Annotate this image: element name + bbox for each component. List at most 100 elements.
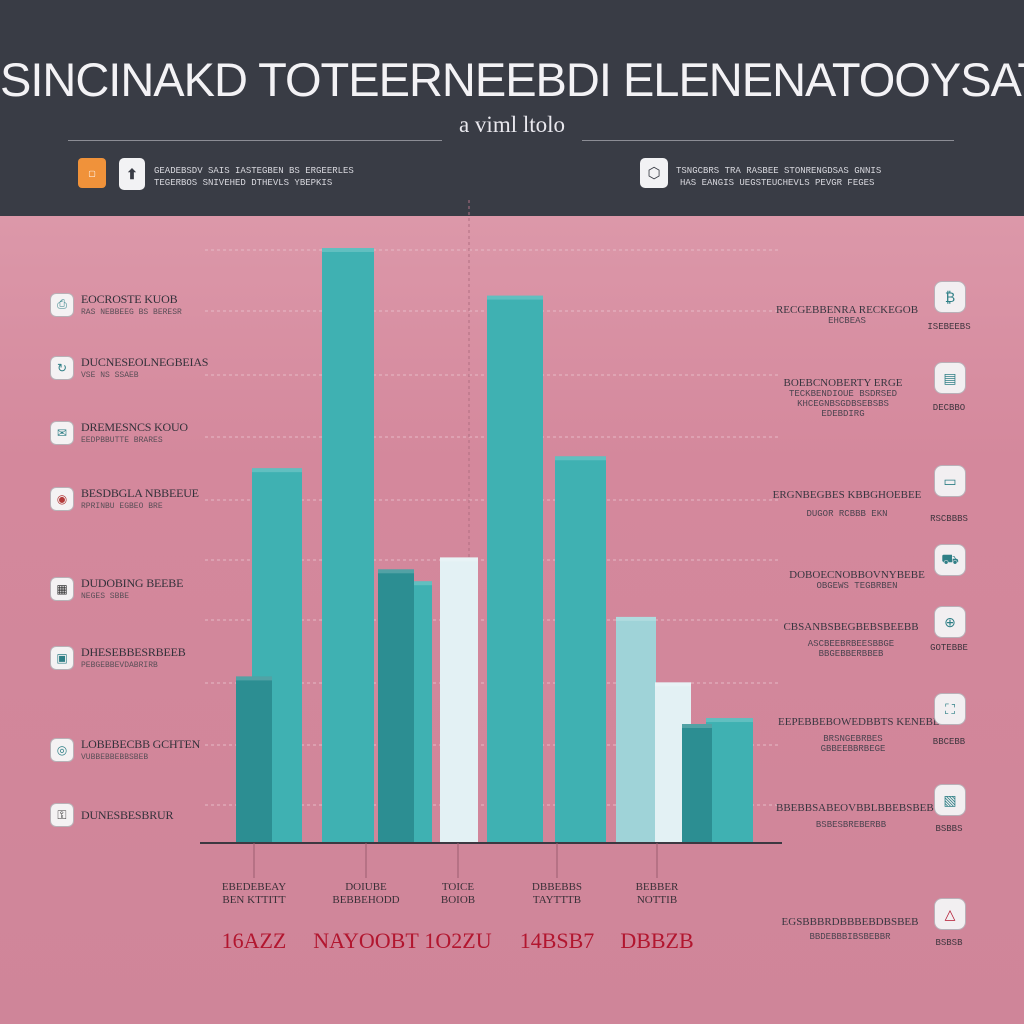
- bar: [706, 718, 753, 843]
- left-legend-sub: NEGES SBBE: [81, 592, 130, 601]
- left-legend-item: ⚿ DUNESBESBRUR: [50, 803, 173, 827]
- right-legend-sub: BBDEBBBIBSBEBBR: [809, 932, 891, 942]
- tick-label: TAYTTTB: [533, 894, 581, 906]
- right-legend-sub: DUGOR RCBBB EKN: [806, 509, 888, 519]
- left-legend-label: DUDOBING BEEBE: [81, 576, 184, 590]
- bar-top-highlight: [616, 616, 656, 621]
- bar: [322, 248, 374, 843]
- right-legend-caption: BSBBS: [935, 824, 963, 834]
- bar-top-highlight: [236, 676, 272, 681]
- header-right-line-2: HAS EANGIS UEGSTEUCHEVLS PEVGR FEGES: [680, 178, 875, 188]
- left-legend-item: ◉ BESDBGLA NBBEEUE RPRINBU EGBEO BRE: [50, 486, 199, 511]
- bar: [378, 569, 414, 843]
- bar-top-highlight: [252, 468, 302, 473]
- bar-top-highlight: [322, 248, 374, 252]
- right-legend-item: EEPEBBEBOWEDBBTS KENEBB BRSNGEBRBES GBBE…: [778, 716, 941, 754]
- bar: [616, 616, 656, 843]
- tick-label: BOIOB: [441, 894, 475, 906]
- right-legend-sub: TECKBENDIOUE BSDRSED: [788, 389, 898, 399]
- right-legend-sub: GBBEEBBRBEGE: [820, 744, 886, 754]
- left-legend-sub: RAS NEBBEEG BS BERESR: [81, 308, 182, 317]
- tick-label: DBBEBBS: [532, 881, 582, 893]
- right-legend-item: BOEBCNOBERTY ERGE TECKBENDIOUE BSDRSED K…: [768, 377, 918, 419]
- data-label: 1O2ZU: [424, 928, 491, 953]
- lock-icon: ⚿: [50, 803, 74, 827]
- right-legend-label: BBEBBSABEOVBBLBBEBSBEB: [776, 802, 934, 814]
- left-legend-item: ⎙ EOCROSTE KUOB RAS NEBBEEG BS BERESR: [50, 292, 182, 317]
- data-label: NAYOOBT: [313, 928, 419, 953]
- right-legend-item: BBEBBSABEOVBBLBBEBSBEB BSBESBREBERBB: [776, 802, 934, 830]
- right-legend-item: DOBOECNOBBOVNYBEBE OBGEWS TEGBRBEN: [782, 569, 932, 591]
- printer-icon: ⎙: [50, 292, 74, 317]
- cart-icon: ⛟: [934, 544, 966, 576]
- right-legend-item: CBSANBSBEGBEBSBEEBB ASCBEEBRBEESBBGE BBG…: [776, 621, 926, 659]
- page-subtitle: a viml ltolo: [458, 112, 566, 137]
- header-bar: SINCINAKD TOTEERNEEBDI ELENENATOOYSATTLI…: [0, 0, 1024, 216]
- right-legend-item: ERGNBEGBES KBBGHOEBEE DUGOR RCBBB EKN: [772, 489, 922, 519]
- right-legend-sub: EHCBEAS: [828, 316, 866, 326]
- target-icon: ◎: [50, 737, 74, 762]
- chat-icon: ✉: [50, 420, 74, 445]
- bar: [487, 295, 543, 844]
- right-legend-sub: ASCBEEBRBEESBBGE: [807, 639, 895, 649]
- left-legend-item: ▣ DHESEBBESRBEEB PEBGEBBEVDABRIRB: [50, 645, 186, 670]
- left-legend-sub: RPRINBU EGBEO BRE: [81, 502, 163, 511]
- left-legend-sub: VSE NS SSAEB: [81, 371, 139, 380]
- right-legend-caption: ISEBEEBS: [927, 322, 971, 332]
- right-legend-label: DOBOECNOBBOVNYBEBE: [789, 569, 925, 581]
- tick-label: BEN KTTITT: [222, 894, 286, 906]
- bar-top-highlight: [378, 569, 414, 574]
- bar-top-highlight: [706, 718, 753, 723]
- document-icon: ⬆: [119, 158, 145, 190]
- right-legend-label: CBSANBSBEGBEBSBEEBB: [783, 621, 919, 633]
- tick-label: BEBBEHODD: [332, 894, 399, 906]
- header-right-line-1: TSNGCBRS TRA RASBEE STONRENGDSAS GNNIS: [676, 166, 882, 176]
- monitor-icon: ▭: [934, 465, 966, 497]
- frame-icon: ▣: [50, 645, 74, 670]
- bar-top-highlight: [655, 682, 691, 687]
- right-legend-caption: DECBBO: [932, 403, 966, 413]
- header-left-line-2: TEGERBOS SNIVEHED DTHEVLS YBEPKIS: [154, 178, 333, 188]
- left-legend-sub: VUBBEBBEBBSBEB: [81, 753, 149, 762]
- left-legend-label: EOCROSTE KUOB: [81, 292, 178, 306]
- tick-label: TOICE: [442, 881, 474, 893]
- left-legend-sub: PEBGEBBEVDABRIRB: [81, 661, 158, 670]
- right-legend-label: ERGNBEGBES KBBGHOEBEE: [772, 489, 922, 501]
- header-left-line-1: GEADEBSDV SAIS IASTEGBEN BS ERGEERLES: [154, 166, 354, 176]
- right-legend-sub: BRSNGEBRBES: [823, 734, 883, 744]
- left-legend-label: DREMESNCS KOUO: [81, 420, 188, 434]
- right-legend-sub: BBGEBBERBBEB: [818, 649, 884, 659]
- left-legend-label: BESDBGLA NBBEEUE: [81, 486, 199, 500]
- left-legend-label: DHESEBBESRBEEB: [81, 645, 186, 659]
- right-legend-caption: RSCBBBS: [930, 514, 968, 524]
- refresh-icon: ↻: [50, 355, 74, 380]
- header-divider-left: [68, 140, 442, 141]
- bitcoin-icon: ₿: [934, 281, 966, 313]
- right-legend-label: EEPEBBEBOWEDBBTS KENEBB: [778, 716, 941, 728]
- right-legend-caption: BSBSB: [935, 938, 963, 948]
- bar-top-highlight: [487, 295, 543, 300]
- cube-icon: ⬡: [640, 158, 668, 188]
- document-icon: ▤: [934, 362, 966, 394]
- box-icon: ▧: [934, 784, 966, 816]
- bar: [682, 724, 712, 843]
- left-legend-label: DUNESBESBRUR: [81, 807, 174, 822]
- camera-icon: ◉: [50, 486, 74, 511]
- right-legend-sub: OBGEWS TEGBRBEN: [816, 581, 898, 591]
- left-legend-item: ◎ LOBEBECBB GCHTEN VUBBEBBEBBSBEB: [50, 737, 200, 762]
- data-label: 16AZZ: [222, 928, 287, 953]
- bar-top-highlight: [440, 557, 478, 562]
- badge-icon: ▢: [78, 158, 106, 188]
- tick-label: NOTTIB: [637, 894, 677, 906]
- right-legend-caption: GOTEBBE: [930, 643, 968, 653]
- left-legend-label: DUCNESEOLNEGBEIAS: [81, 355, 209, 369]
- right-legend-sub: EDEBDIRG: [821, 409, 865, 419]
- bar-top-highlight: [682, 724, 712, 728]
- bar-top-highlight: [555, 456, 606, 461]
- data-label: 14BSB7: [520, 928, 595, 953]
- left-legend-sub: EEDPBBUTTE BRARES: [81, 436, 163, 445]
- alert-icon: △: [934, 898, 966, 930]
- right-legend-label: EGSBBBRDBBBEBDBSBEB: [781, 916, 919, 928]
